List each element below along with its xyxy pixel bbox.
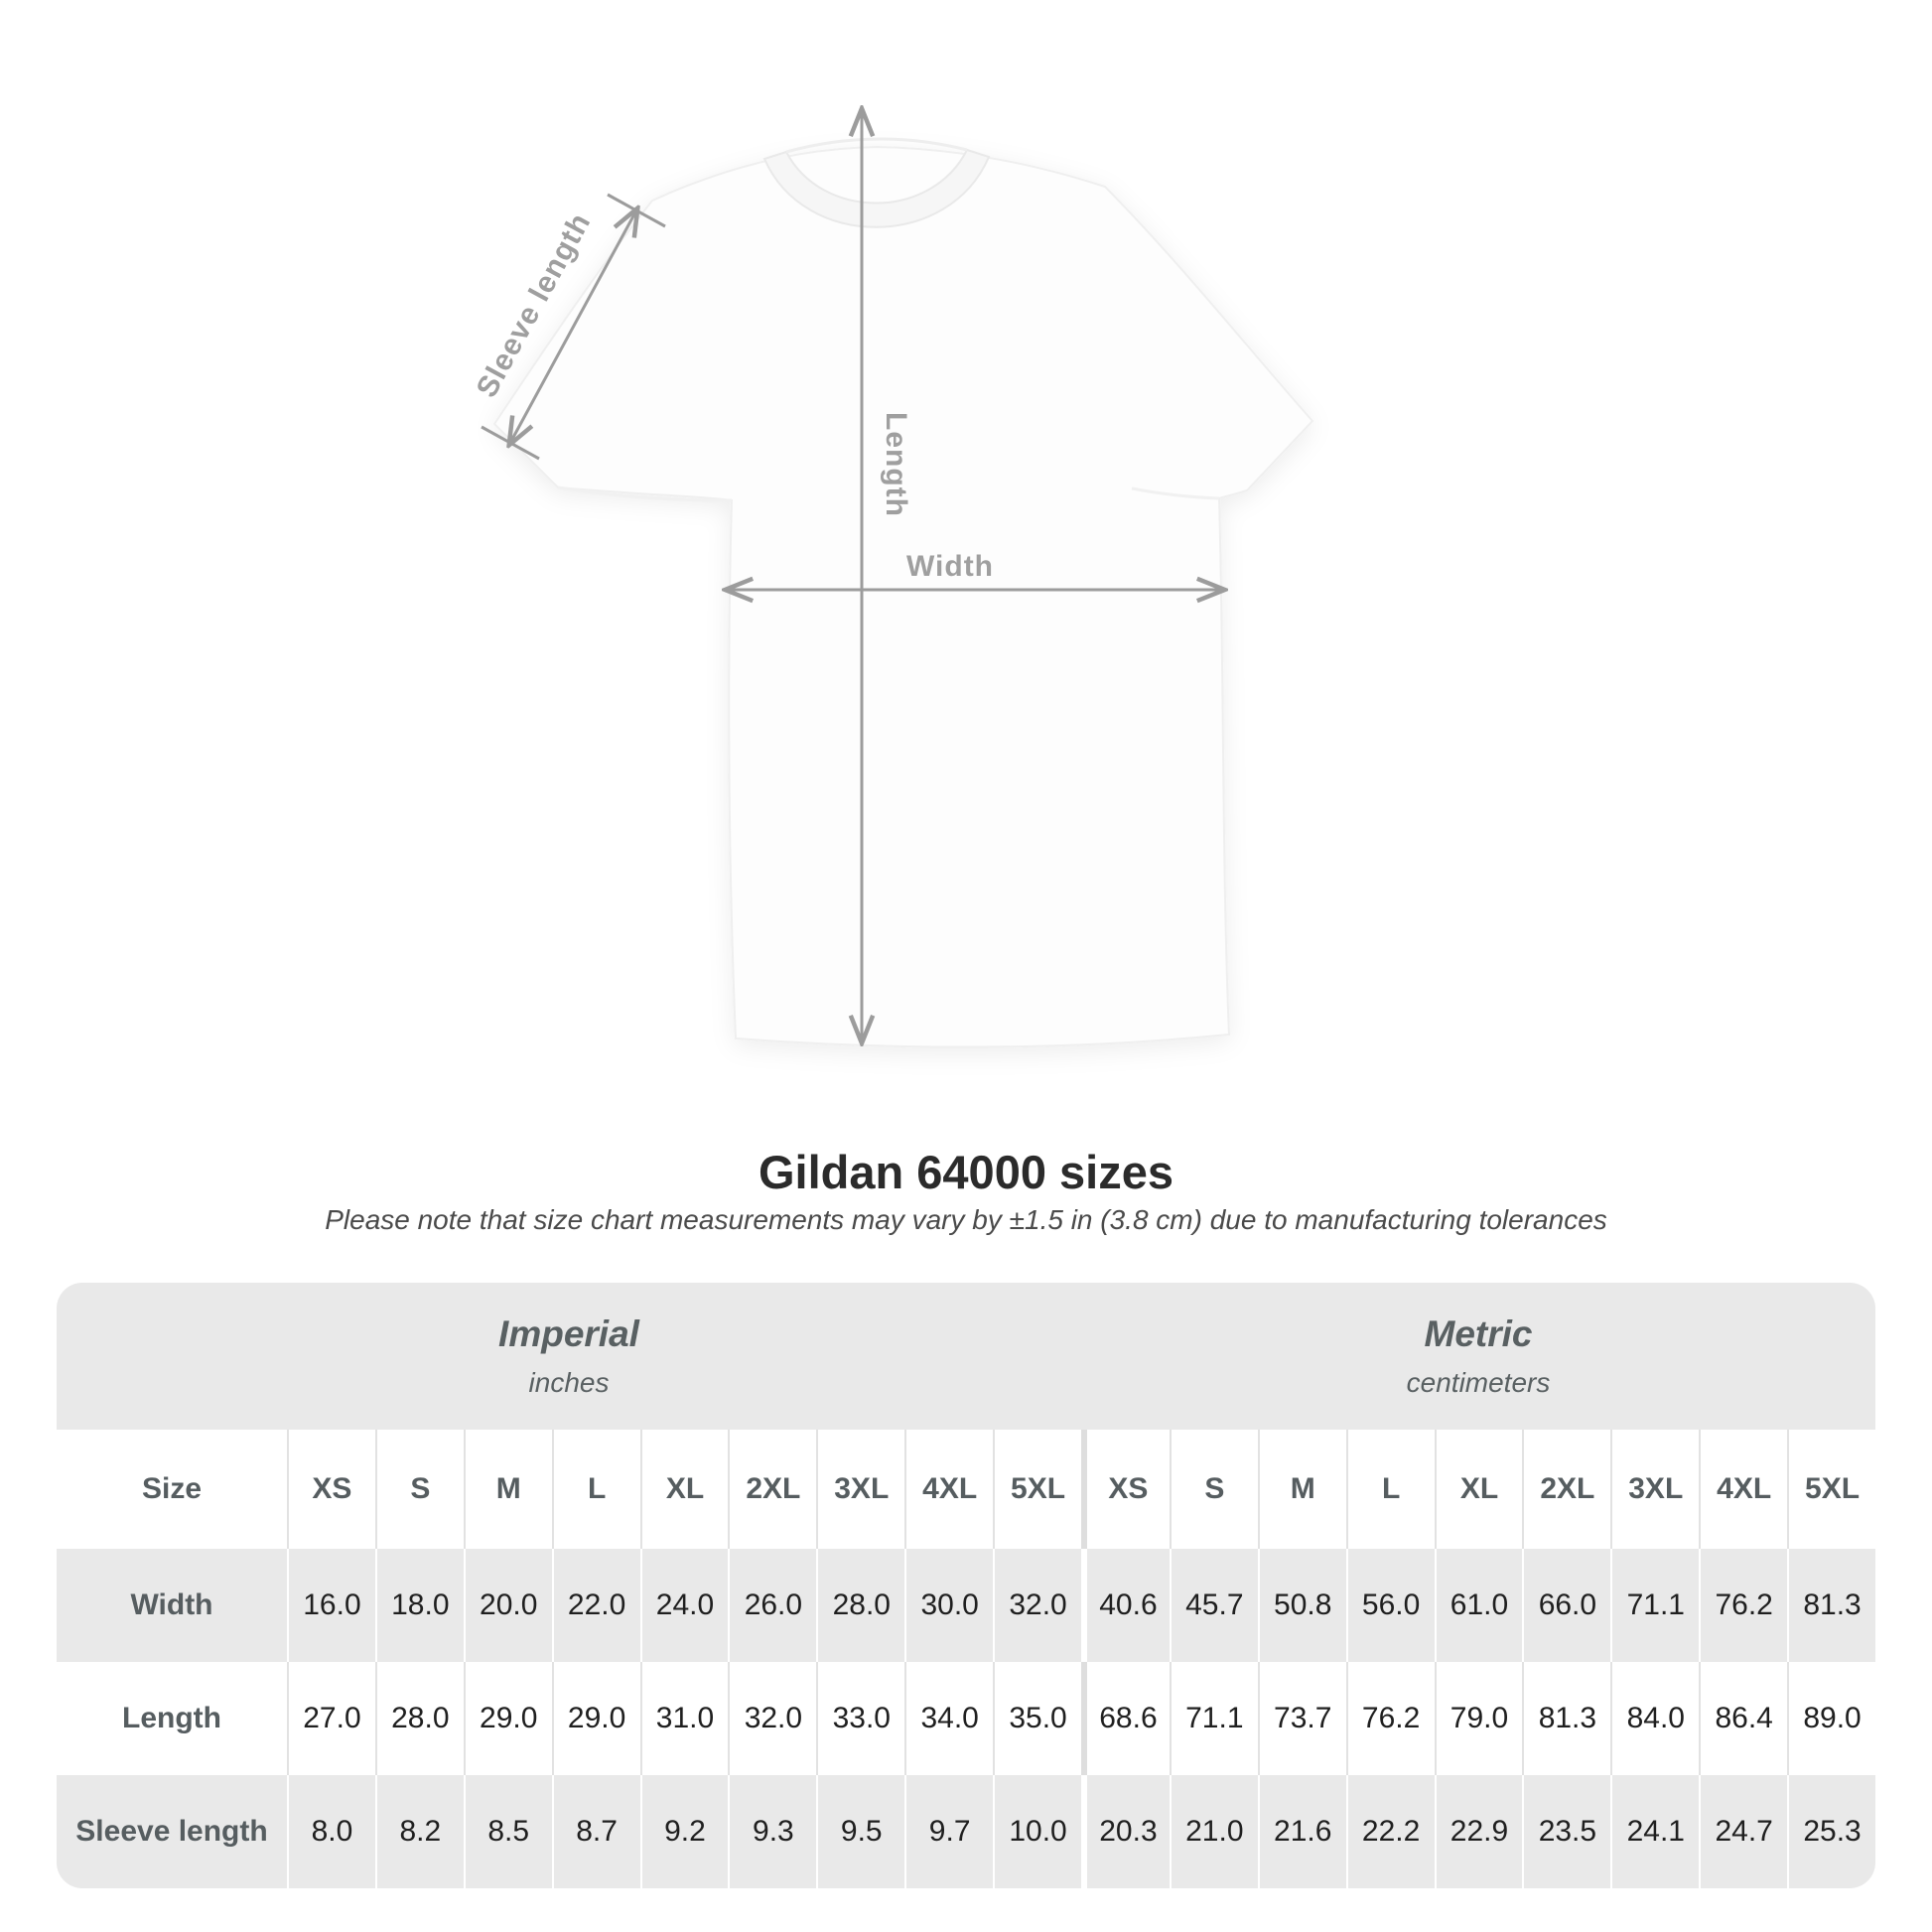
table-row: Width 16.0 18.0 20.0 22.0 24.0 26.0 28.0 30.0 32.… (57, 1549, 1875, 1662)
value-cell: 30.0 (904, 1549, 993, 1662)
width-arrow: Width (728, 550, 1222, 590)
value-cell: 35.0 (993, 1662, 1081, 1775)
row-label: Width (130, 1588, 213, 1621)
size-header-cell: M (1257, 1430, 1346, 1549)
size-table: Imperial inches Metric centimeters Size X… (57, 1283, 1875, 1888)
row-label: Sleeve length (75, 1815, 268, 1848)
size-table-rows: Size XS S M L XL 2XL 3XL 4XL 5XL XS S M L XL 2XL 3XL 4XL 5… (57, 1430, 1875, 1888)
size-header-cell: XL (639, 1430, 729, 1549)
t-shirt-illustration: Sleeve length Length Width (471, 0, 1314, 1048)
size-header-cell: 4XL (1699, 1430, 1787, 1549)
value-cell: 45.7 (1169, 1549, 1258, 1662)
value-cell: 9.3 (728, 1775, 816, 1888)
value-cell: 29.0 (463, 1662, 552, 1775)
imperial-label: Imperial (498, 1313, 639, 1354)
size-header-cell: XS (1080, 1430, 1170, 1549)
value-cell: 34.0 (904, 1662, 993, 1775)
value-cell: 22.9 (1434, 1775, 1523, 1888)
value-cell: 24.7 (1699, 1775, 1787, 1888)
metric-label: Metric (1424, 1313, 1533, 1354)
length-label: Length (880, 412, 912, 517)
value-cell: 26.0 (728, 1549, 816, 1662)
value-cell: 22.0 (551, 1549, 640, 1662)
value-cell: 24.0 (639, 1549, 729, 1662)
value-cell: 76.2 (1699, 1549, 1787, 1662)
value-cell: 66.0 (1522, 1549, 1610, 1662)
size-header-cell: L (1345, 1430, 1435, 1549)
value-cell: 86.4 (1699, 1662, 1787, 1775)
value-cell: 24.1 (1610, 1775, 1699, 1888)
size-header: Size (141, 1472, 203, 1505)
value-cell: 9.2 (639, 1775, 729, 1888)
value-cell: 29.0 (551, 1662, 640, 1775)
value-cell: 27.0 (287, 1662, 375, 1775)
shirt-shape (492, 137, 1314, 1048)
value-cell: 71.1 (1610, 1549, 1699, 1662)
size-header-cell: S (1169, 1430, 1258, 1549)
value-cell: 68.6 (1080, 1662, 1170, 1775)
value-cell: 28.0 (374, 1662, 464, 1775)
value-cell: 33.0 (816, 1662, 904, 1775)
value-cell: 16.0 (287, 1549, 375, 1662)
length-arrow: Length (862, 111, 912, 1040)
value-cell: 89.0 (1787, 1662, 1875, 1775)
row-label: Length (122, 1702, 221, 1734)
size-header-cell: 3XL (1610, 1430, 1699, 1549)
size-header-cell: 4XL (904, 1430, 993, 1549)
size-header-cell: XS (287, 1430, 375, 1549)
value-cell: 8.5 (463, 1775, 552, 1888)
unit-group-metric: Metric centimeters (1081, 1283, 1875, 1430)
value-cell: 8.7 (551, 1775, 640, 1888)
value-cell: 9.5 (816, 1775, 904, 1888)
table-row: Sleeve length 8.0 8.2 8.5 8.7 9.2 9.3 9.5 9.7 10.… (57, 1775, 1875, 1888)
size-header-cell: L (551, 1430, 640, 1549)
size-header-cell: M (463, 1430, 552, 1549)
value-cell: 20.3 (1080, 1775, 1170, 1888)
collar-shape (762, 148, 991, 228)
width-label: Width (906, 550, 994, 583)
value-cell: 23.5 (1522, 1775, 1610, 1888)
value-cell: 81.3 (1522, 1662, 1610, 1775)
value-cell: 76.2 (1345, 1662, 1435, 1775)
size-header-cell: 5XL (993, 1430, 1081, 1549)
value-cell: 8.2 (374, 1775, 464, 1888)
unit-group-imperial: Imperial inches (57, 1283, 1081, 1430)
value-cell: 8.0 (287, 1775, 375, 1888)
value-cell: 9.7 (904, 1775, 993, 1888)
value-cell: 32.0 (728, 1662, 816, 1775)
size-header-cell: XL (1434, 1430, 1523, 1549)
size-header-cell: 5XL (1787, 1430, 1875, 1549)
value-cell: 50.8 (1257, 1549, 1346, 1662)
imperial-sublabel: inches (528, 1367, 610, 1398)
page-subtitle: Please note that size chart measurements… (325, 1204, 1607, 1235)
size-header-cell: 3XL (816, 1430, 904, 1549)
value-cell: 73.7 (1257, 1662, 1346, 1775)
value-cell: 79.0 (1434, 1662, 1523, 1775)
size-header-cell: S (374, 1430, 464, 1549)
value-cell: 22.2 (1345, 1775, 1435, 1888)
value-cell: 81.3 (1787, 1549, 1875, 1662)
value-cell: 25.3 (1787, 1775, 1875, 1888)
value-cell: 32.0 (993, 1549, 1081, 1662)
table-row: Length 27.0 28.0 29.0 29.0 31.0 32.0 33.0 34.0 35… (57, 1662, 1875, 1775)
value-cell: 56.0 (1345, 1549, 1435, 1662)
size-header-cell: 2XL (1522, 1430, 1610, 1549)
page-title: Gildan 64000 sizes (758, 1146, 1174, 1198)
value-cell: 20.0 (463, 1549, 552, 1662)
units-band: Imperial inches Metric centimeters (57, 1283, 1875, 1430)
value-cell: 40.6 (1080, 1549, 1170, 1662)
value-cell: 71.1 (1169, 1662, 1258, 1775)
value-cell: 31.0 (639, 1662, 729, 1775)
value-cell: 21.0 (1169, 1775, 1258, 1888)
metric-sublabel: centimeters (1406, 1367, 1551, 1398)
value-cell: 84.0 (1610, 1662, 1699, 1775)
value-cell: 10.0 (993, 1775, 1081, 1888)
value-cell: 61.0 (1434, 1549, 1523, 1662)
size-header-cell: 2XL (728, 1430, 816, 1549)
value-cell: 21.6 (1257, 1775, 1346, 1888)
value-cell: 28.0 (816, 1549, 904, 1662)
value-cell: 18.0 (374, 1549, 464, 1662)
table-row: Size XS S M L XL 2XL 3XL 4XL 5XL XS S M L XL 2XL 3XL 4XL 5… (57, 1430, 1875, 1549)
